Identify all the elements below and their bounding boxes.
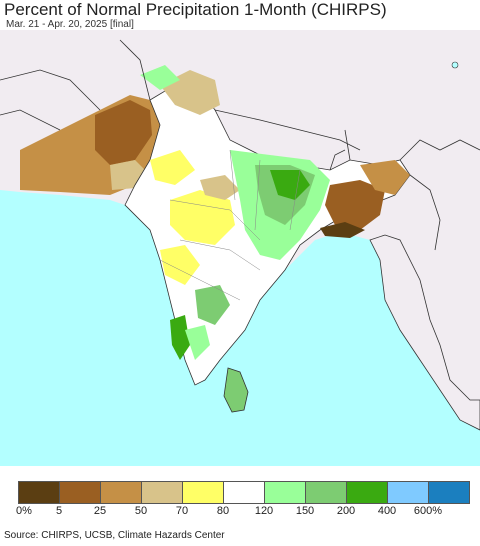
myanmar-coast bbox=[369, 234, 480, 431]
legend-label: 80 bbox=[216, 505, 230, 517]
bangladesh-dry-region bbox=[325, 180, 385, 230]
legend-label: 150 bbox=[295, 505, 315, 517]
legend-label: 0% bbox=[16, 505, 32, 517]
legend-swatch bbox=[388, 482, 429, 503]
south-green-patch bbox=[185, 325, 210, 360]
legend-swatch bbox=[101, 482, 142, 503]
legend-label: 5 bbox=[55, 505, 63, 517]
legend-swatch bbox=[347, 482, 388, 503]
legend-color-bar bbox=[18, 481, 470, 504]
northern-green bbox=[140, 65, 180, 90]
legend-swatch bbox=[429, 482, 469, 503]
east-wettest-core bbox=[270, 170, 310, 200]
legend-swatch bbox=[224, 482, 265, 503]
legend-swatch bbox=[183, 482, 224, 503]
legend-swatch bbox=[306, 482, 347, 503]
ocean bbox=[0, 190, 480, 466]
north-dry-patch bbox=[150, 150, 195, 185]
precipitation-map bbox=[0, 30, 480, 466]
legend-label: 200 bbox=[336, 505, 356, 517]
pakistan-dark-region bbox=[95, 100, 152, 165]
country-borders bbox=[0, 39, 480, 251]
legend-swatch bbox=[142, 482, 183, 503]
small-lake bbox=[451, 61, 459, 69]
central-dry-patch bbox=[170, 190, 235, 245]
map-svg bbox=[0, 30, 480, 466]
legend-label: 120 bbox=[254, 505, 274, 517]
legend-swatch bbox=[60, 482, 101, 503]
northeast-dry-region bbox=[360, 160, 410, 195]
map-title: Percent of Normal Precipitation 1-Month … bbox=[4, 0, 387, 19]
south-wet-patch bbox=[195, 285, 230, 325]
tan-patch-center bbox=[200, 175, 240, 200]
legend-swatch bbox=[265, 482, 306, 503]
state-borders bbox=[159, 149, 301, 301]
legend-label: 600% bbox=[413, 505, 443, 517]
sri-lanka bbox=[223, 367, 249, 413]
source-credit: Source: CHIRPS, UCSB, Climate Hazards Ce… bbox=[4, 530, 225, 541]
legend-label: 70 bbox=[175, 505, 189, 517]
legend-swatch bbox=[19, 482, 60, 503]
legend-label: 25 bbox=[93, 505, 107, 517]
legend-label: 50 bbox=[134, 505, 148, 517]
map-subtitle: Mar. 21 - Apr. 20, 2025 [final] bbox=[6, 19, 134, 30]
coast-dark-strip bbox=[320, 222, 365, 238]
kerala-wet-patch bbox=[170, 315, 190, 360]
legend-label: 400 bbox=[377, 505, 397, 517]
